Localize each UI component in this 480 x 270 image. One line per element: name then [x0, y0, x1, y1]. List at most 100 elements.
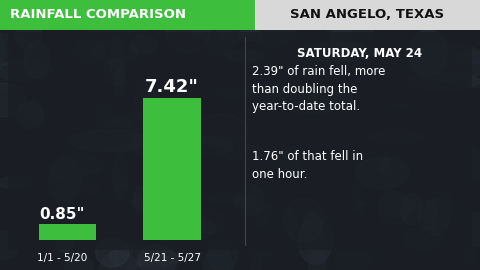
FancyBboxPatch shape: [0, 0, 255, 30]
Ellipse shape: [305, 230, 327, 270]
Ellipse shape: [355, 202, 374, 213]
Ellipse shape: [357, 228, 376, 241]
Ellipse shape: [0, 0, 50, 21]
Ellipse shape: [24, 40, 49, 78]
Ellipse shape: [251, 120, 278, 138]
Ellipse shape: [138, 245, 177, 270]
Ellipse shape: [179, 195, 192, 219]
Ellipse shape: [250, 82, 289, 109]
Ellipse shape: [452, 52, 480, 64]
Ellipse shape: [468, 79, 480, 88]
Ellipse shape: [300, 42, 372, 62]
Ellipse shape: [167, 16, 210, 53]
Ellipse shape: [351, 183, 399, 207]
Text: 1/1 - 5/20: 1/1 - 5/20: [37, 253, 87, 263]
Ellipse shape: [214, 87, 252, 98]
Ellipse shape: [156, 162, 200, 183]
Ellipse shape: [121, 13, 135, 33]
Ellipse shape: [131, 49, 139, 55]
Ellipse shape: [105, 146, 149, 152]
Bar: [39, 224, 96, 240]
Ellipse shape: [327, 1, 344, 18]
Text: SATURDAY, MAY 24: SATURDAY, MAY 24: [298, 47, 422, 60]
Ellipse shape: [52, 205, 90, 223]
Ellipse shape: [207, 239, 237, 270]
Ellipse shape: [381, 158, 390, 177]
Ellipse shape: [218, 25, 254, 42]
Text: 5/21 - 5/27: 5/21 - 5/27: [144, 253, 201, 263]
Ellipse shape: [345, 154, 391, 172]
Ellipse shape: [423, 27, 433, 62]
Ellipse shape: [204, 247, 233, 270]
Ellipse shape: [56, 229, 74, 252]
Ellipse shape: [244, 141, 280, 156]
Ellipse shape: [331, 18, 353, 68]
Ellipse shape: [94, 123, 141, 153]
Ellipse shape: [135, 80, 155, 120]
Ellipse shape: [354, 63, 395, 83]
Ellipse shape: [442, 191, 453, 228]
Ellipse shape: [227, 50, 265, 61]
Ellipse shape: [287, 98, 310, 110]
Ellipse shape: [111, 113, 175, 128]
Ellipse shape: [113, 155, 128, 199]
Ellipse shape: [189, 1, 208, 36]
Ellipse shape: [24, 100, 43, 122]
Ellipse shape: [283, 198, 324, 242]
Ellipse shape: [406, 72, 480, 90]
FancyBboxPatch shape: [255, 0, 480, 30]
Ellipse shape: [0, 231, 19, 260]
Ellipse shape: [237, 30, 263, 41]
Ellipse shape: [309, 248, 326, 270]
Ellipse shape: [204, 194, 254, 203]
Ellipse shape: [346, 123, 356, 134]
Ellipse shape: [132, 198, 164, 208]
Ellipse shape: [191, 209, 224, 234]
Ellipse shape: [20, 13, 60, 24]
Ellipse shape: [292, 105, 332, 114]
Ellipse shape: [235, 197, 257, 208]
Ellipse shape: [75, 168, 126, 195]
Ellipse shape: [133, 186, 149, 213]
Text: 7.42": 7.42": [145, 78, 199, 96]
Ellipse shape: [167, 204, 177, 231]
Ellipse shape: [68, 130, 147, 151]
Ellipse shape: [65, 255, 93, 270]
Ellipse shape: [48, 157, 81, 204]
Ellipse shape: [114, 243, 139, 250]
Ellipse shape: [96, 238, 129, 267]
Ellipse shape: [96, 102, 112, 133]
Ellipse shape: [403, 227, 441, 250]
Ellipse shape: [236, 184, 263, 217]
Ellipse shape: [54, 183, 100, 196]
Ellipse shape: [291, 86, 354, 110]
Ellipse shape: [73, 38, 105, 63]
Bar: [144, 98, 201, 240]
Ellipse shape: [324, 180, 362, 229]
Ellipse shape: [466, 237, 475, 267]
Ellipse shape: [99, 251, 138, 270]
Ellipse shape: [128, 116, 161, 151]
Text: 0.85": 0.85": [39, 207, 85, 222]
Text: 1.76" of that fell in
one hour.: 1.76" of that fell in one hour.: [252, 150, 363, 181]
Ellipse shape: [110, 245, 148, 268]
Ellipse shape: [130, 130, 178, 163]
Ellipse shape: [109, 245, 118, 270]
Ellipse shape: [179, 0, 216, 17]
Ellipse shape: [88, 23, 149, 38]
Ellipse shape: [135, 256, 176, 266]
Ellipse shape: [156, 176, 175, 189]
Ellipse shape: [379, 191, 410, 225]
Ellipse shape: [214, 172, 240, 219]
Ellipse shape: [394, 102, 438, 109]
Ellipse shape: [303, 214, 322, 241]
Ellipse shape: [409, 152, 420, 185]
Ellipse shape: [337, 28, 382, 57]
Ellipse shape: [208, 151, 251, 191]
Ellipse shape: [166, 143, 180, 171]
Ellipse shape: [136, 235, 167, 270]
Ellipse shape: [16, 103, 44, 129]
Ellipse shape: [206, 27, 235, 57]
Ellipse shape: [384, 84, 407, 127]
Ellipse shape: [251, 239, 261, 270]
